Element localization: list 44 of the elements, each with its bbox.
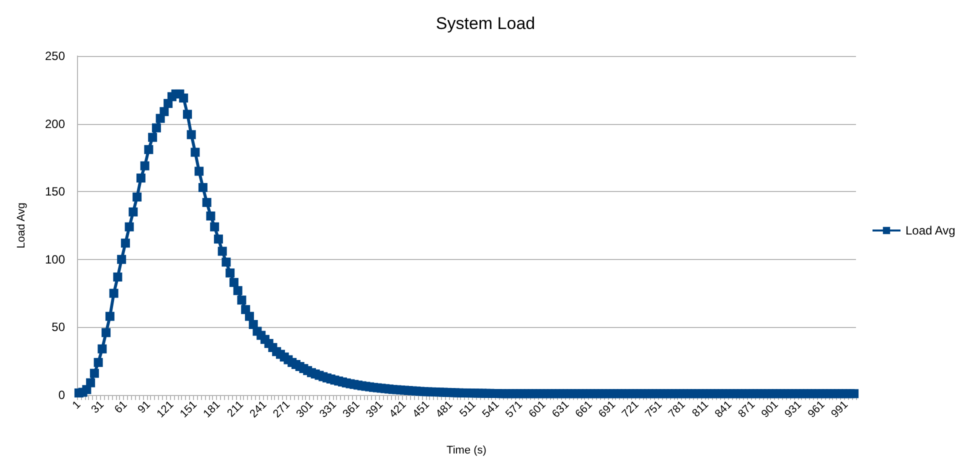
- y-tick-label: 150: [44, 184, 66, 199]
- y-tick-label: 200: [44, 116, 66, 131]
- x-tick-label: 181: [201, 398, 223, 420]
- x-tick-label: 211: [225, 398, 246, 420]
- chart-title: System Load: [436, 14, 536, 33]
- x-tick-label: 331: [318, 398, 339, 420]
- x-tick-label: 241: [248, 398, 270, 420]
- x-tick-label: 931: [782, 398, 804, 420]
- x-tick-label: 721: [620, 398, 642, 420]
- x-tick-label: 541: [480, 398, 502, 420]
- x-tick-label: 571: [504, 398, 525, 420]
- x-tick-label: 121: [154, 398, 176, 420]
- x-tick-label: 781: [666, 398, 688, 420]
- x-tick-label: 391: [364, 398, 386, 420]
- x-tick-label: 871: [736, 398, 758, 420]
- x-axis-title: Time (s): [446, 444, 486, 456]
- legend-label: Load Avg: [906, 224, 956, 238]
- y-axis-title: Load Avg: [16, 202, 28, 248]
- x-tick-label: 691: [596, 398, 618, 420]
- x-tick-label: 811: [690, 398, 712, 420]
- x-tick-label: 301: [294, 398, 316, 420]
- x-tick-label: 151: [178, 398, 200, 420]
- y-tick-label: 100: [44, 252, 66, 266]
- x-tick-label: 841: [712, 398, 734, 420]
- x-tick-label: 481: [434, 398, 456, 420]
- x-tick-label: 511: [458, 398, 478, 420]
- y-tick-label: 250: [44, 49, 66, 63]
- x-tick-label: 601: [526, 398, 548, 420]
- x-tick-label: 91: [136, 398, 153, 416]
- x-tick-label: 61: [112, 398, 130, 416]
- x-tick-label: 271: [271, 398, 292, 420]
- x-tick-label: 961: [806, 398, 828, 420]
- x-tick-label: 451: [410, 398, 432, 420]
- x-tick-label: 361: [340, 398, 362, 420]
- x-tick-label: 751: [643, 398, 665, 420]
- y-tick-label: 0: [58, 388, 66, 402]
- y-tick-label: 50: [52, 320, 66, 334]
- x-tick-label: 901: [759, 398, 781, 420]
- x-tick-label: 631: [550, 398, 572, 420]
- x-tick-label: 1: [70, 398, 84, 412]
- x-tick-label: 31: [89, 398, 106, 416]
- x-tick-label: 991: [829, 398, 851, 420]
- x-tick-label: 661: [573, 398, 595, 420]
- x-tick-label: 421: [387, 398, 409, 420]
